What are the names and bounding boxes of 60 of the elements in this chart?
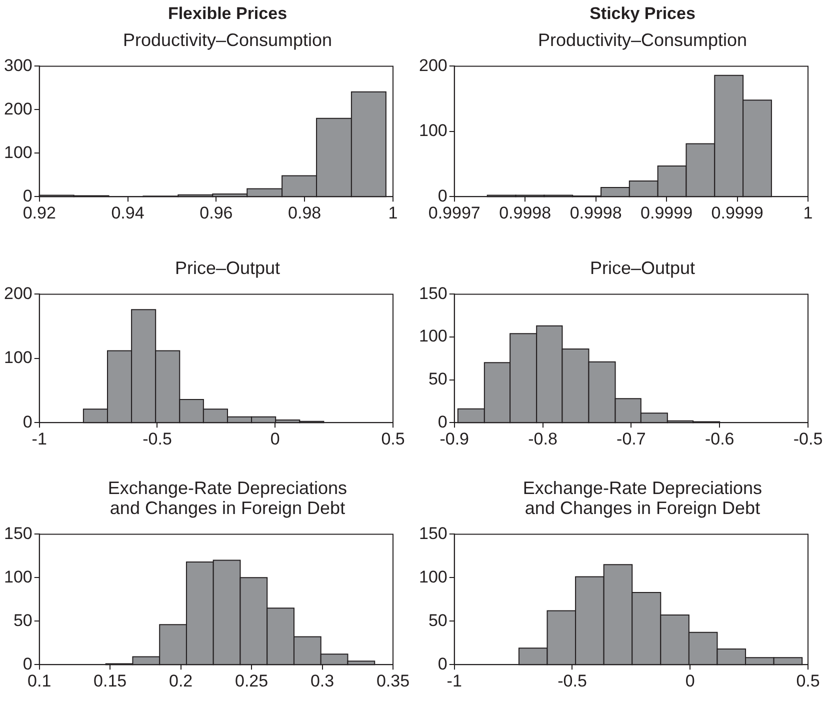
x-tick-label: 0 [685, 671, 695, 690]
x-tick-label: 0.9999 [711, 203, 764, 222]
y-tick-label: 100 [4, 348, 32, 368]
x-tick-label: -0.7 [616, 429, 646, 448]
x-tick-label: -0.8 [528, 429, 558, 448]
y-tick-label: 50 [428, 369, 448, 388]
chart-subtitle: Price–Output [588, 258, 696, 278]
x-tick-label: 0.3 [310, 671, 334, 690]
x-tick-label: -0.9 [440, 429, 470, 448]
x-tick-label: 0.2 [169, 671, 193, 690]
y-tick-label: 50 [13, 610, 32, 630]
x-tick-label: 0.35 [376, 671, 410, 690]
y-tick-label: 0 [22, 186, 32, 206]
x-tick-label: -0.5 [793, 429, 823, 448]
y-tick-label: 200 [4, 99, 32, 118]
x-tick-label: 0 [270, 429, 280, 448]
y-tick-label: 150 [4, 524, 32, 543]
y-tick-label: 0 [22, 412, 32, 432]
x-tick-label: -0.5 [142, 429, 172, 448]
y-tick-label: 100 [418, 121, 448, 140]
x-tick-label: 1 [803, 203, 813, 222]
x-tick-label: 1 [388, 203, 398, 222]
x-tick-label: 0.94 [111, 203, 144, 222]
x-tick-label: 0.15 [94, 671, 127, 690]
x-tick-label: 0.25 [235, 671, 268, 690]
x-tick-label: 0.96 [200, 203, 233, 222]
chart-title: Sticky Prices [588, 4, 696, 25]
y-tick-label: 150 [418, 524, 448, 543]
y-tick-label: 0 [438, 412, 448, 432]
y-tick-label: 300 [4, 56, 32, 75]
x-tick-label: -0.5 [558, 671, 587, 690]
x-tick-label: -0.6 [704, 429, 734, 448]
x-tick-label: -1 [32, 429, 47, 448]
y-tick-label: 0 [438, 654, 448, 674]
y-tick-label: 100 [418, 567, 448, 586]
x-tick-label: 0.98 [288, 203, 322, 222]
chart-subtitle: Price–Output [174, 258, 282, 278]
y-tick-label: 50 [428, 610, 448, 630]
y-tick-label: 200 [418, 56, 448, 75]
y-tick-label: 0 [438, 186, 448, 206]
x-tick-label: 0.9999 [640, 203, 693, 222]
x-tick-label: 0.9998 [499, 203, 552, 222]
y-tick-label: 100 [4, 142, 32, 162]
chart-title: Flexible Prices [166, 4, 288, 25]
y-tick-label: 150 [418, 284, 448, 303]
chart-subtitle: Productivity–Consumption [122, 30, 334, 50]
chart-subtitle: Exchange-Rate Depreciations and Changes in Foreign Debt [106, 478, 348, 518]
chart-subtitle: Productivity–Consumption [536, 30, 748, 50]
y-tick-label: 0 [22, 654, 32, 674]
chart-subtitle: Exchange-Rate Depreciations and Changes in Foreign Debt [522, 478, 764, 518]
x-tick-label: 0.9997 [428, 203, 480, 222]
x-tick-label: -1 [446, 671, 462, 690]
y-tick-label: 100 [4, 567, 32, 586]
x-tick-label: 0.5 [381, 429, 405, 448]
y-tick-label: 200 [4, 284, 32, 303]
x-tick-label: 0.1 [28, 671, 52, 690]
x-tick-label: 0.9998 [570, 203, 622, 222]
y-tick-label: 100 [418, 326, 448, 346]
x-tick-label: 0.92 [22, 203, 56, 222]
x-tick-label: 0.5 [796, 671, 820, 690]
